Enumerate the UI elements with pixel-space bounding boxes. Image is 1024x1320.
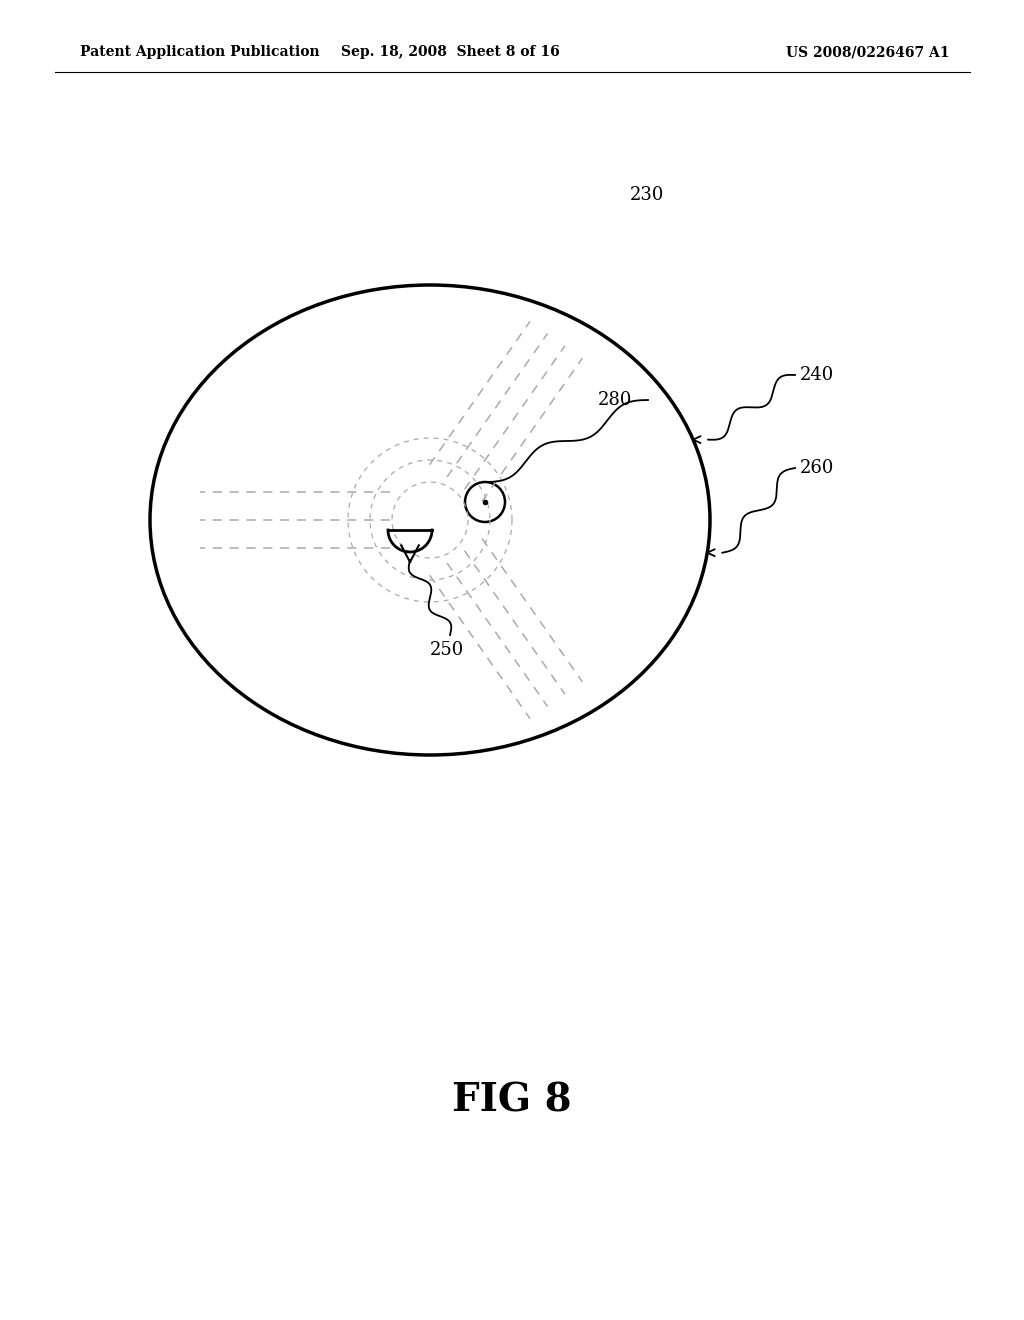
Text: 260: 260 [800,459,835,477]
Text: 250: 250 [430,642,464,659]
Text: FIG 8: FIG 8 [453,1081,571,1119]
Text: Sep. 18, 2008  Sheet 8 of 16: Sep. 18, 2008 Sheet 8 of 16 [341,45,559,59]
Text: Patent Application Publication: Patent Application Publication [80,45,319,59]
Text: US 2008/0226467 A1: US 2008/0226467 A1 [786,45,950,59]
Text: 280: 280 [598,391,633,409]
Text: 240: 240 [800,366,835,384]
Text: 230: 230 [630,186,665,205]
